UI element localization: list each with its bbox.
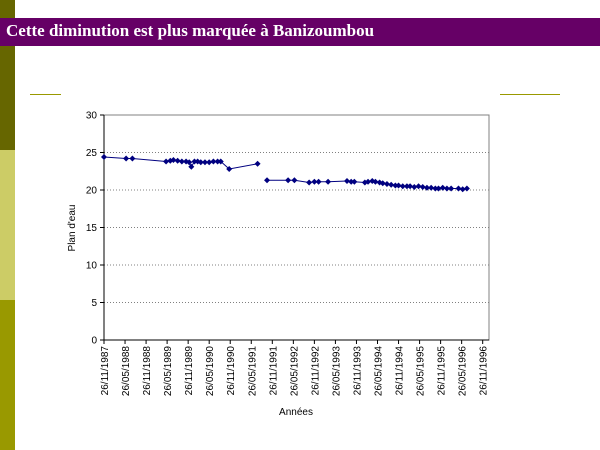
data-point	[348, 178, 355, 185]
data-point	[399, 183, 406, 190]
x-tick-label: 26/05/1993	[331, 346, 342, 396]
data-point	[403, 183, 410, 190]
decorative-line-left	[30, 94, 61, 95]
x-tick-label: 26/11/1995	[437, 346, 448, 396]
y-tick-label: 10	[86, 261, 98, 272]
data-point	[343, 178, 350, 184]
data-point	[428, 184, 435, 191]
data-point	[197, 159, 204, 166]
data-point	[395, 182, 402, 189]
y-tick-label: 25	[86, 148, 98, 159]
data-point	[351, 178, 358, 185]
x-tick-label: 26/05/1995	[416, 346, 427, 396]
data-point	[163, 158, 170, 165]
y-tick-label: 30	[86, 111, 98, 122]
data-point	[306, 179, 313, 186]
x-tick-label: 26/11/1988	[142, 346, 153, 396]
data-point	[419, 184, 426, 190]
data-point	[217, 158, 224, 165]
data-point	[311, 178, 318, 185]
data-point	[191, 158, 198, 165]
x-tick-label: 26/11/1993	[352, 346, 363, 396]
x-tick-label: 26/11/1996	[479, 346, 490, 396]
data-point	[170, 157, 177, 163]
x-tick-label: 26/05/1990	[205, 346, 216, 396]
y-tick-label: 0	[91, 336, 97, 347]
data-point	[210, 158, 217, 165]
data-point	[432, 185, 439, 192]
data-point	[188, 163, 195, 170]
data-point	[365, 178, 372, 185]
decorative-bar-middle	[0, 150, 15, 300]
data-point	[264, 177, 271, 184]
data-point	[407, 183, 414, 190]
x-tick-label: 26/05/1989	[163, 346, 174, 396]
series-plan-d-eau	[101, 154, 470, 193]
x-tick-label: 26/05/1992	[289, 346, 300, 396]
x-axis-label: Années	[279, 407, 313, 418]
data-point	[423, 184, 430, 191]
data-point	[459, 186, 466, 193]
data-point	[101, 154, 107, 160]
y-tick-label: 5	[91, 298, 97, 309]
data-point	[455, 185, 462, 192]
data-point	[254, 160, 261, 167]
data-point	[383, 181, 390, 187]
x-tick-label: 26/11/1989	[184, 346, 195, 396]
data-point	[411, 184, 418, 190]
y-tick-label: 20	[86, 186, 98, 197]
data-point	[291, 177, 298, 184]
x-tick-label: 26/11/1990	[226, 346, 237, 396]
data-point	[392, 182, 399, 189]
y-axis-label: Plan d'eau	[67, 205, 78, 252]
data-point	[443, 185, 450, 192]
data-point	[178, 158, 185, 165]
x-tick-label: 26/05/1991	[247, 346, 258, 396]
data-point	[201, 159, 208, 166]
data-point	[439, 184, 446, 191]
data-point	[448, 185, 455, 192]
data-point	[325, 178, 332, 185]
data-point	[372, 178, 379, 185]
data-point	[206, 159, 213, 166]
data-point	[388, 181, 395, 188]
data-point	[463, 185, 470, 192]
x-tick-label: 26/05/1988	[121, 346, 132, 396]
y-tick-label: 15	[86, 223, 98, 234]
data-point	[214, 158, 221, 165]
data-point	[186, 159, 193, 166]
data-point	[315, 178, 322, 185]
title-banner: Cette diminution est plus marquée à Bani…	[0, 18, 600, 46]
data-point	[379, 180, 386, 187]
data-point	[123, 155, 130, 162]
data-point	[285, 177, 292, 184]
x-tick-label: 26/11/1994	[395, 346, 406, 396]
x-tick-label: 26/05/1994	[373, 346, 384, 396]
x-tick-label: 26/05/1996	[458, 346, 469, 396]
data-point	[174, 157, 181, 164]
slide-title: Cette diminution est plus marquée à Bani…	[6, 21, 375, 40]
data-point	[415, 183, 422, 190]
data-point	[129, 155, 136, 162]
axes: 0 5 10 15 20 25 30 26/11/1987 26/05/1988 26/11/19…	[86, 111, 490, 397]
decorative-bar-bottom	[0, 300, 15, 450]
gridlines	[104, 152, 489, 303]
data-point	[435, 185, 442, 192]
data-point	[226, 166, 233, 172]
x-tick-label: 26/11/1992	[310, 346, 321, 396]
x-tick-label: 26/11/1987	[100, 346, 111, 396]
x-tick-label: 26/11/1991	[268, 346, 279, 396]
decorative-line-right	[500, 94, 560, 95]
